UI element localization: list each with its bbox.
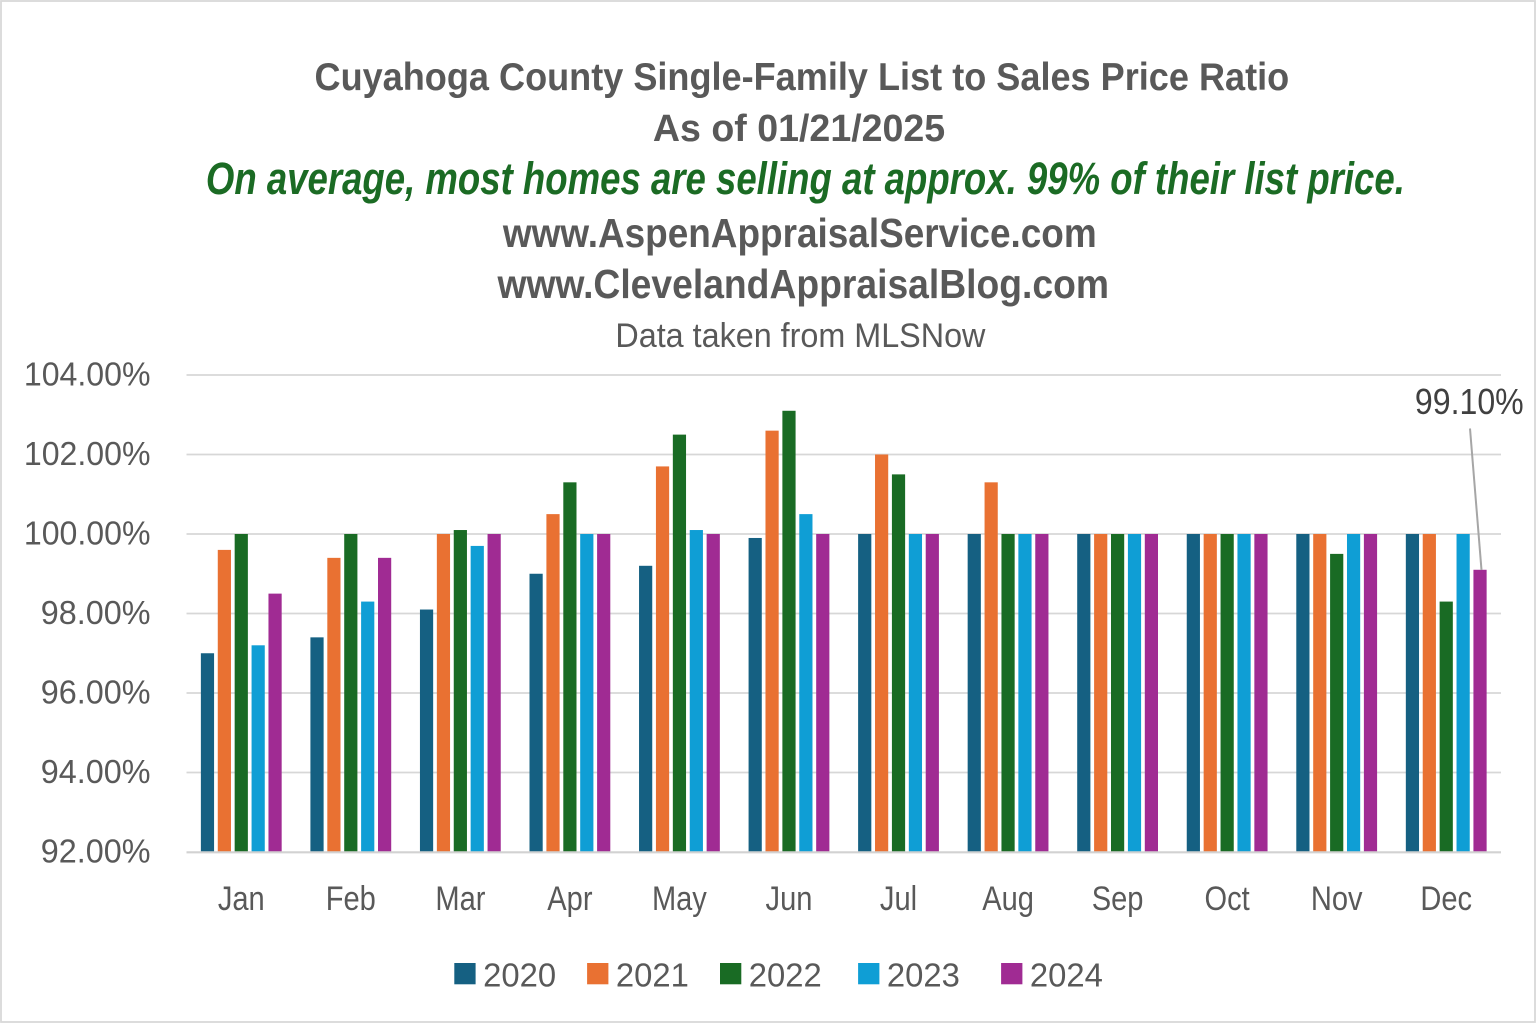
svg-text:Jan: Jan [218,880,265,918]
svg-text:Data taken from MLSNow: Data taken from MLSNow [615,317,985,355]
svg-text:104.00%: 104.00% [24,355,151,392]
svg-text:2024: 2024 [1030,957,1103,994]
svg-text:www.AspenAppraisalService.com: www.AspenAppraisalService.com [502,210,1097,256]
svg-text:On average, most homes are sel: On average, most homes are selling at ap… [206,153,1405,204]
svg-text:Jul: Jul [880,880,917,918]
svg-text:102.00%: 102.00% [24,435,151,472]
svg-text:2022: 2022 [749,957,822,994]
svg-text:www.ClevelandAppraisalBlog.com: www.ClevelandAppraisalBlog.com [497,261,1109,307]
svg-text:Jun: Jun [766,880,813,918]
svg-text:92.00%: 92.00% [41,832,151,869]
svg-text:Aug: Aug [982,880,1034,918]
svg-text:Nov: Nov [1311,880,1363,918]
svg-text:Apr: Apr [547,880,592,918]
svg-text:100.00%: 100.00% [24,514,151,551]
svg-text:Oct: Oct [1205,880,1251,918]
svg-text:2023: 2023 [887,957,960,994]
svg-text:98.00%: 98.00% [41,594,151,631]
svg-text:99.10%: 99.10% [1415,381,1524,422]
svg-text:Sep: Sep [1092,880,1144,918]
svg-text:May: May [652,880,707,918]
svg-text:Dec: Dec [1420,880,1472,918]
svg-text:96.00%: 96.00% [41,673,151,710]
svg-text:Cuyahoga County Single-Family: Cuyahoga County Single-Family List to Sa… [315,56,1290,99]
svg-text:2021: 2021 [616,957,689,994]
svg-text:2020: 2020 [483,957,556,994]
svg-text:Feb: Feb [326,880,376,918]
svg-text:As of 01/21/2025: As of 01/21/2025 [653,108,945,150]
svg-text:94.00%: 94.00% [41,753,151,790]
svg-text:Mar: Mar [435,880,485,918]
